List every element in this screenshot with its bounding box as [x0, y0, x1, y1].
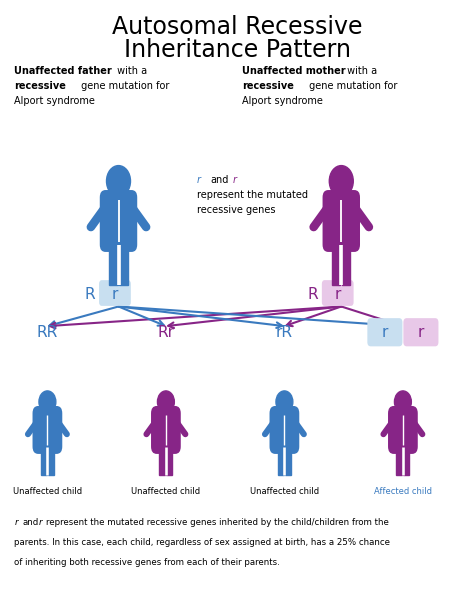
Bar: [332, 245, 340, 285]
Text: Alport syndrome: Alport syndrome: [14, 96, 95, 106]
Text: Inheritance Pattern: Inheritance Pattern: [124, 38, 350, 62]
Text: recessive: recessive: [14, 81, 66, 91]
Text: R: R: [308, 287, 318, 302]
Bar: [109, 245, 118, 285]
Text: RR: RR: [37, 325, 58, 340]
FancyBboxPatch shape: [367, 318, 402, 346]
Bar: [119, 245, 128, 285]
Text: Rr: Rr: [157, 325, 174, 340]
Text: recessive genes: recessive genes: [197, 205, 275, 215]
Circle shape: [276, 391, 293, 413]
Text: R: R: [85, 287, 95, 302]
Text: recessive: recessive: [242, 81, 293, 91]
Text: r: r: [335, 287, 341, 302]
Text: gene mutation for: gene mutation for: [78, 81, 170, 91]
FancyBboxPatch shape: [100, 190, 137, 252]
Text: Autosomal Recessive: Autosomal Recessive: [112, 15, 362, 39]
Circle shape: [329, 166, 353, 197]
Text: represent the mutated: represent the mutated: [197, 190, 308, 200]
Text: Unaffected father: Unaffected father: [14, 66, 112, 75]
Text: with a: with a: [344, 66, 377, 75]
FancyBboxPatch shape: [403, 318, 438, 346]
FancyBboxPatch shape: [388, 406, 418, 454]
Circle shape: [394, 391, 411, 413]
Text: Unaffected mother: Unaffected mother: [242, 66, 346, 75]
FancyBboxPatch shape: [322, 190, 360, 252]
Circle shape: [39, 391, 56, 413]
FancyBboxPatch shape: [322, 280, 354, 306]
Text: Alport syndrome: Alport syndrome: [242, 96, 323, 106]
Text: r: r: [14, 518, 18, 527]
Text: r: r: [112, 287, 118, 302]
Text: rR: rR: [276, 325, 293, 340]
Text: gene mutation for: gene mutation for: [306, 81, 397, 91]
Bar: [48, 446, 54, 475]
Text: represent the mutated recessive genes inherited by the child/children from the: represent the mutated recessive genes in…: [46, 518, 389, 527]
Bar: [159, 446, 165, 475]
Text: r: r: [382, 325, 388, 340]
Text: Unaffected child: Unaffected child: [250, 487, 319, 497]
FancyBboxPatch shape: [270, 406, 299, 454]
Circle shape: [157, 391, 174, 413]
Text: r: r: [232, 175, 236, 185]
Text: and: and: [210, 175, 228, 185]
Text: of inheriting both recessive genes from each of their parents.: of inheriting both recessive genes from …: [14, 558, 280, 568]
Bar: [41, 446, 47, 475]
Text: Affected child: Affected child: [374, 487, 432, 497]
Text: Unaffected child: Unaffected child: [131, 487, 201, 497]
Bar: [278, 446, 284, 475]
Text: r: r: [197, 175, 201, 185]
Text: and: and: [23, 518, 39, 527]
Text: parents. In this case, each child, regardless of sex assigned at birth, has a 25: parents. In this case, each child, regar…: [14, 538, 390, 547]
Bar: [403, 446, 410, 475]
Bar: [166, 446, 173, 475]
FancyBboxPatch shape: [33, 406, 62, 454]
Text: r: r: [39, 518, 42, 527]
Text: r: r: [418, 325, 424, 340]
Text: with a: with a: [114, 66, 147, 75]
Circle shape: [107, 166, 130, 197]
FancyBboxPatch shape: [99, 280, 131, 306]
Bar: [342, 245, 350, 285]
Bar: [396, 446, 402, 475]
Bar: [285, 446, 291, 475]
Text: Unaffected child: Unaffected child: [13, 487, 82, 497]
FancyBboxPatch shape: [151, 406, 181, 454]
